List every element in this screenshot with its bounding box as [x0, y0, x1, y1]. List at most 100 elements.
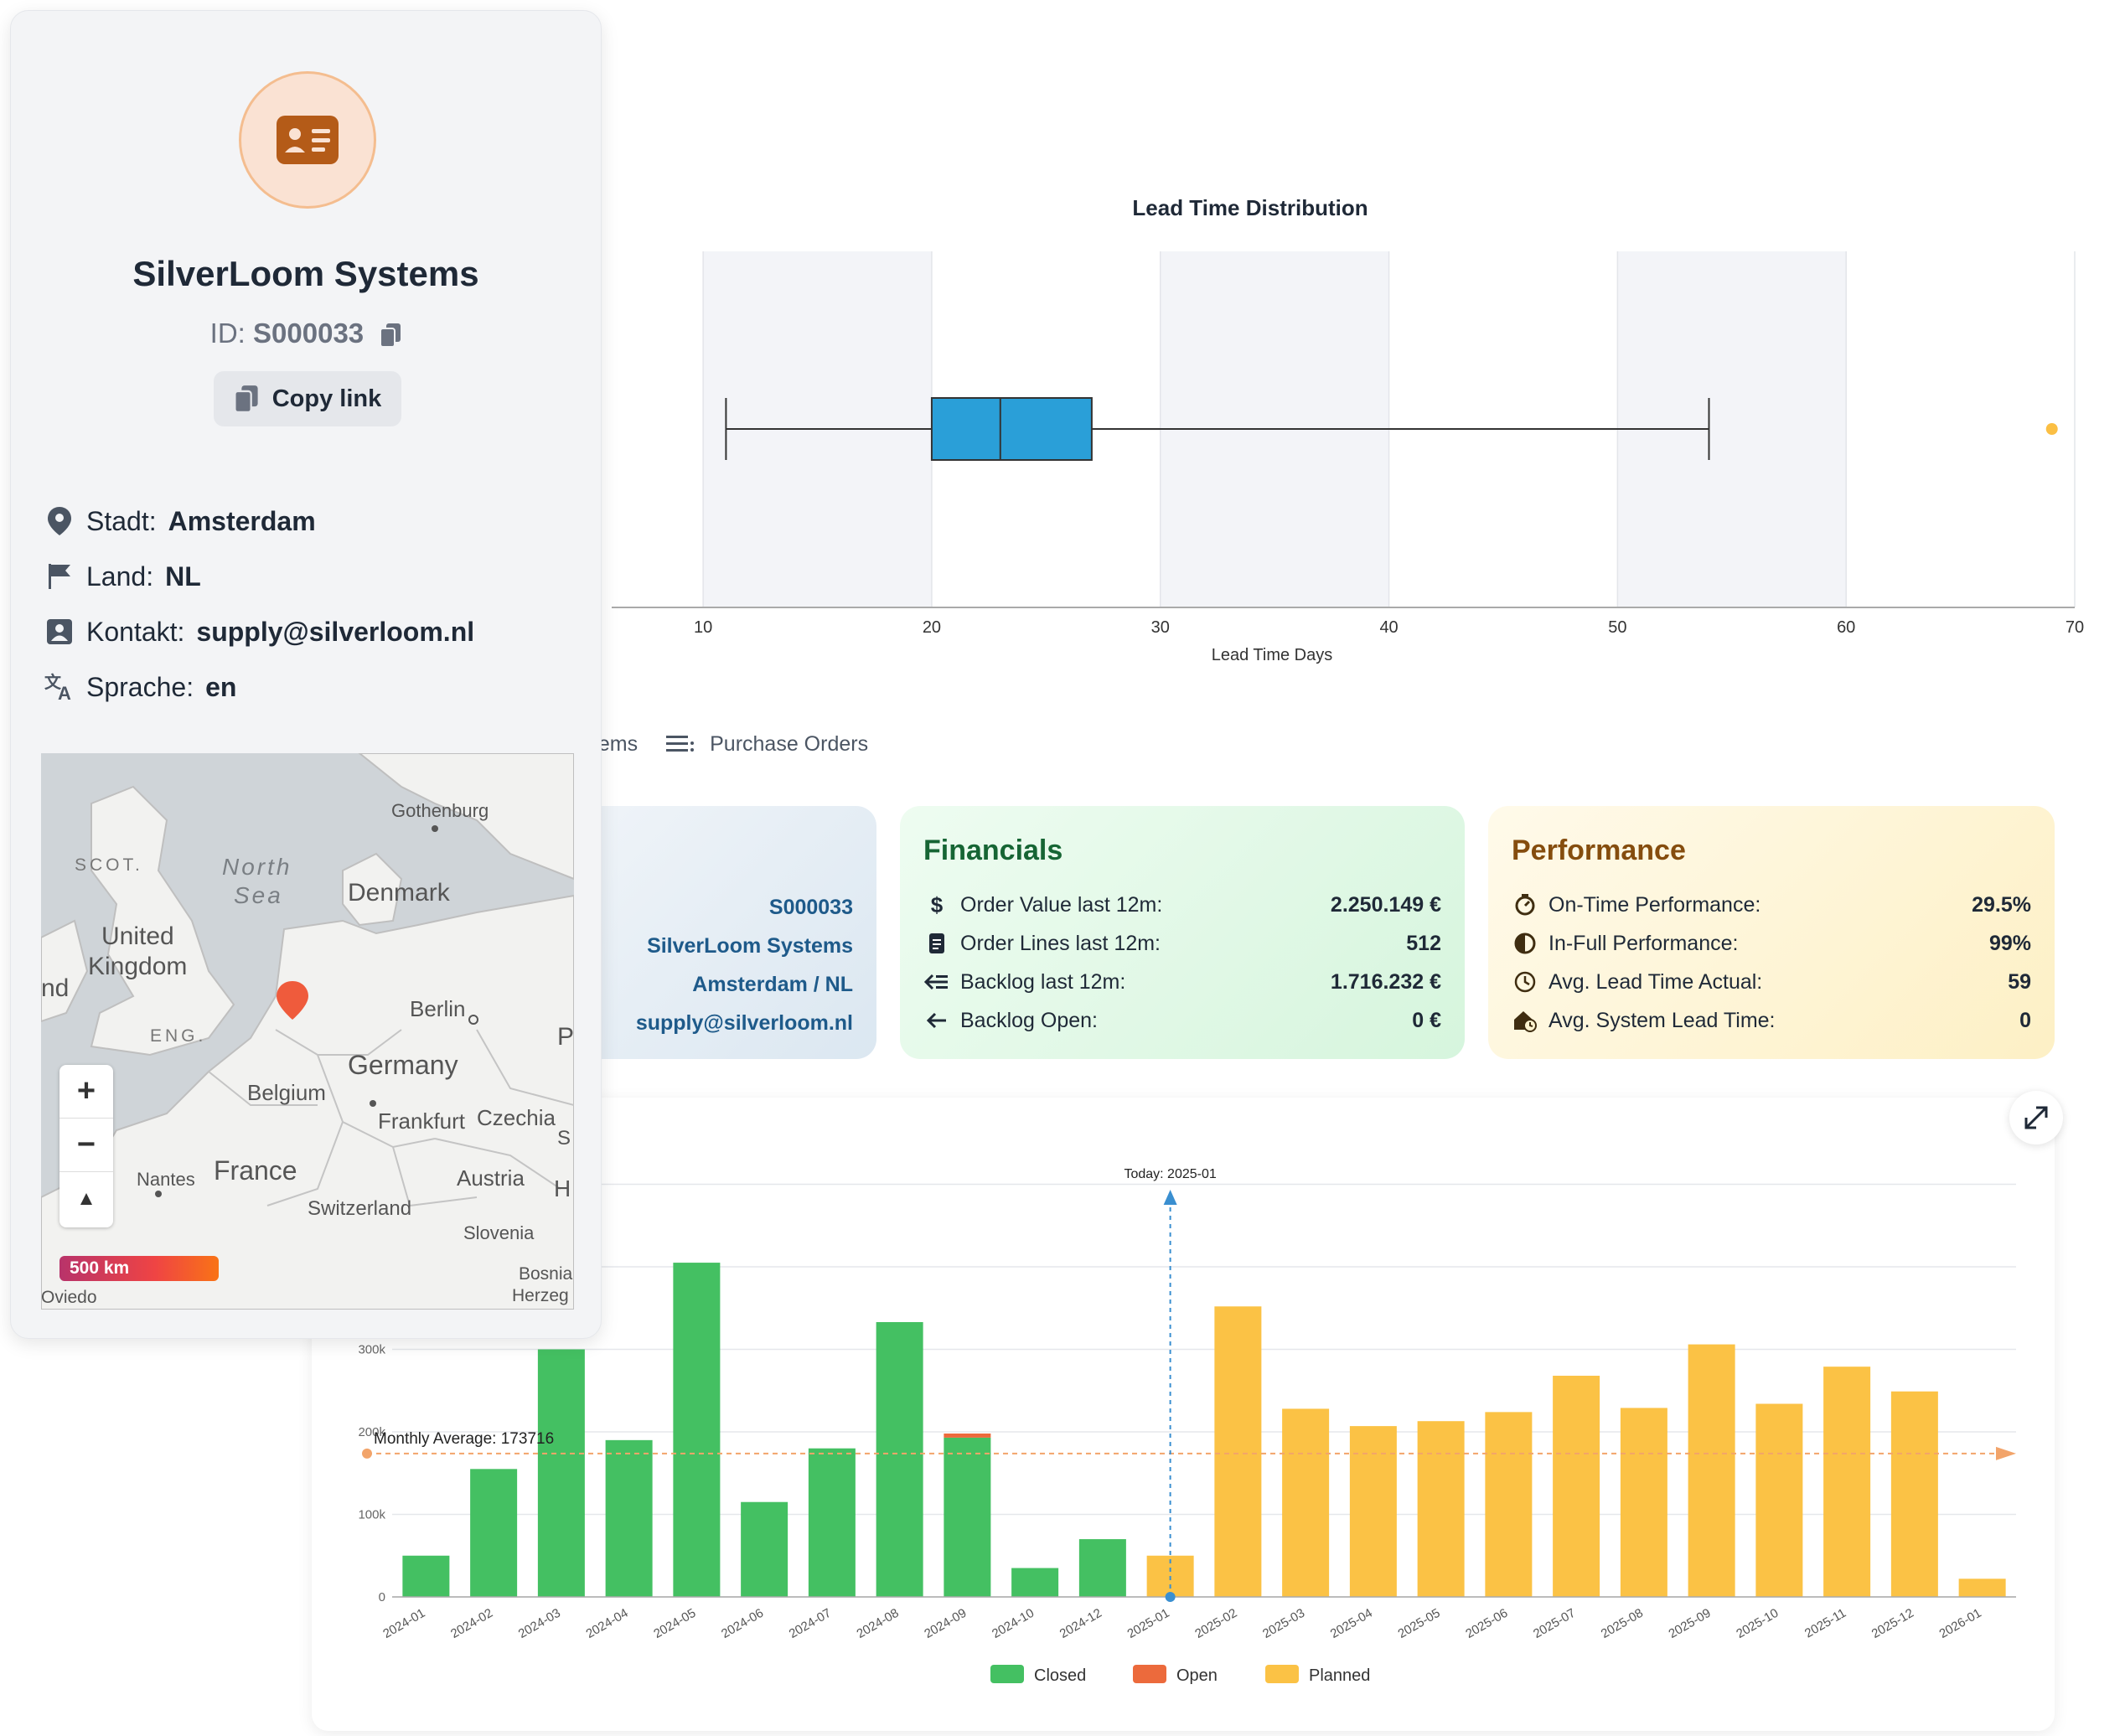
- bar-planned: [1282, 1408, 1330, 1597]
- bar-closed: [605, 1439, 653, 1597]
- bar-closed: [537, 1349, 585, 1597]
- supplier-id-line: ID: S000033: [11, 318, 601, 349]
- x-tick-label: 2024-02: [448, 1606, 495, 1641]
- x-tick-label: 2024-07: [787, 1606, 834, 1641]
- attr-contact: Kontakt: supply@silverloom.nl: [43, 611, 474, 653]
- bar-planned: [1823, 1367, 1871, 1597]
- fin-row-order-lines: Order Lines last 12m: 512: [923, 924, 1441, 963]
- fin-row-backlog-open: Backlog Open: 0 €: [923, 1001, 1441, 1040]
- bar-planned: [1349, 1426, 1397, 1597]
- info-location: Amsterdam / NL: [692, 973, 853, 996]
- map-label-s: S: [557, 1127, 571, 1150]
- x-tick-label: 2024-06: [719, 1606, 766, 1641]
- x-tick-label: 2025-08: [1599, 1606, 1646, 1641]
- map-label-kingdom: Kingdom: [88, 953, 188, 980]
- map-label-oviedo: Oviedo: [41, 1288, 97, 1307]
- contact-card-icon: [43, 615, 76, 648]
- map-label-bosnia: Bosnia: [519, 1264, 573, 1284]
- bar-closed: [402, 1555, 450, 1597]
- legend-swatch-closed: [990, 1665, 1024, 1683]
- x-tick-label: 2024-04: [583, 1606, 630, 1641]
- expand-chart-button[interactable]: [2009, 1091, 2063, 1144]
- map-label-scot: SCOT.: [75, 855, 143, 875]
- attr-city: Stadt: Amsterdam: [43, 500, 316, 542]
- monthly-average-label: Monthly Average: 173716: [374, 1430, 554, 1448]
- x-tick-label: 30: [1151, 618, 1170, 637]
- bar-closed: [673, 1263, 721, 1597]
- order-value-bar-chart: 0 100k 200k 300k 2024-01 2024-02 2024-03 2024-0…: [358, 1167, 2016, 1685]
- amsterdam-marker: [277, 981, 308, 1020]
- id-card-icon: [277, 116, 339, 164]
- half-circle-icon: [1512, 930, 1538, 957]
- land-continent: [41, 894, 574, 1310]
- bar-closed: [1078, 1539, 1126, 1597]
- flag-icon: [43, 560, 76, 593]
- id-label: ID:: [209, 318, 246, 349]
- today-label: Today: 2025-01: [1124, 1167, 1216, 1181]
- timer-icon: [1512, 891, 1538, 918]
- location-map[interactable]: Gothenburg SCOT. North Sea Denmark Unite…: [41, 753, 574, 1310]
- compass-button[interactable]: ▲: [76, 1187, 96, 1210]
- svg-text:$: $: [931, 893, 944, 917]
- document-icon: [923, 930, 950, 957]
- x-tick-label: 2026-01: [1936, 1606, 1983, 1641]
- info-name: SilverLoom Systems: [647, 934, 853, 958]
- bar-closed: [876, 1321, 923, 1597]
- land-great-britain: [90, 785, 235, 1057]
- copy-icon: [234, 385, 258, 413]
- copy-icon[interactable]: [380, 323, 401, 349]
- legend-label-open: Open: [1176, 1666, 1218, 1685]
- avatar: [239, 71, 376, 209]
- svg-text:文: 文: [44, 673, 62, 692]
- x-tick-label: 2025-05: [1395, 1606, 1442, 1641]
- fin-row-backlog-12m: Backlog last 12m: 1.716.232 €: [923, 963, 1441, 1001]
- map-label-nd: nd: [41, 974, 70, 1002]
- bar-closed: [741, 1501, 788, 1597]
- map-label-eng: ENG.: [150, 1026, 207, 1046]
- monthly-average-arrow: [1996, 1446, 2016, 1460]
- x-tick-label: 2025-04: [1328, 1606, 1375, 1641]
- financials-title: Financials: [923, 834, 1063, 866]
- expand-icon: [2024, 1106, 2048, 1129]
- bar-closed: [1011, 1568, 1059, 1597]
- map-label-h: H: [554, 1175, 571, 1201]
- legend-swatch-planned: [1265, 1665, 1299, 1683]
- y-tick-label: 200k: [358, 1425, 385, 1439]
- monthly-average-start: [362, 1448, 372, 1459]
- map-label-austria: Austria: [457, 1165, 525, 1191]
- city-dot-frankfurt: [370, 1100, 376, 1107]
- location-pin-icon: [43, 504, 76, 538]
- border-lines: [208, 1029, 574, 1207]
- chart-title: Lead Time Distribution: [1132, 195, 1368, 220]
- x-tick-label: 2024-05: [651, 1606, 698, 1641]
- bar-planned: [1485, 1412, 1533, 1597]
- city-dot-gothenburg: [432, 825, 438, 832]
- map-zoom-controls: + − ▲: [59, 1065, 113, 1227]
- x-tick-label: 2025-02: [1192, 1606, 1239, 1641]
- zoom-out-button[interactable]: −: [59, 1119, 113, 1172]
- bar-open: [944, 1433, 991, 1438]
- zoom-in-button[interactable]: +: [59, 1065, 113, 1119]
- supplier-name: SilverLoom Systems: [132, 254, 479, 293]
- dollar-icon: $: [923, 891, 950, 918]
- financials-card: Financials $ Order Value last 12m: 2.250…: [900, 806, 1465, 1059]
- tab-purchase-orders[interactable]: Purchase Orders: [666, 732, 868, 757]
- attr-country: Land: NL: [43, 555, 201, 597]
- arrow-left-icon: [923, 1007, 950, 1034]
- x-tick-label: 2025-07: [1531, 1606, 1578, 1641]
- today-dot: [1165, 1592, 1176, 1602]
- info-email: supply@silverloom.nl: [635, 1011, 853, 1035]
- y-tick-label: 300k: [358, 1343, 385, 1357]
- lead-time-chart: 10 20 30 40 50 60 70 Lead Time Distribution Lead…: [612, 195, 2084, 664]
- legend-label-planned: Planned: [1309, 1666, 1370, 1685]
- id-value: S000033: [253, 318, 365, 349]
- performance-title: Performance: [1512, 834, 1686, 866]
- performance-card: Performance On-Time Performance: 29.5% I…: [1488, 806, 2055, 1059]
- fin-row-order-value: $ Order Value last 12m: 2.250.149 €: [923, 886, 1441, 924]
- copy-link-label: Copy link: [271, 385, 382, 412]
- x-tick-label: 20: [923, 618, 941, 637]
- copy-link-button[interactable]: Copy link: [214, 371, 401, 426]
- house-clock-icon: [1512, 1007, 1538, 1034]
